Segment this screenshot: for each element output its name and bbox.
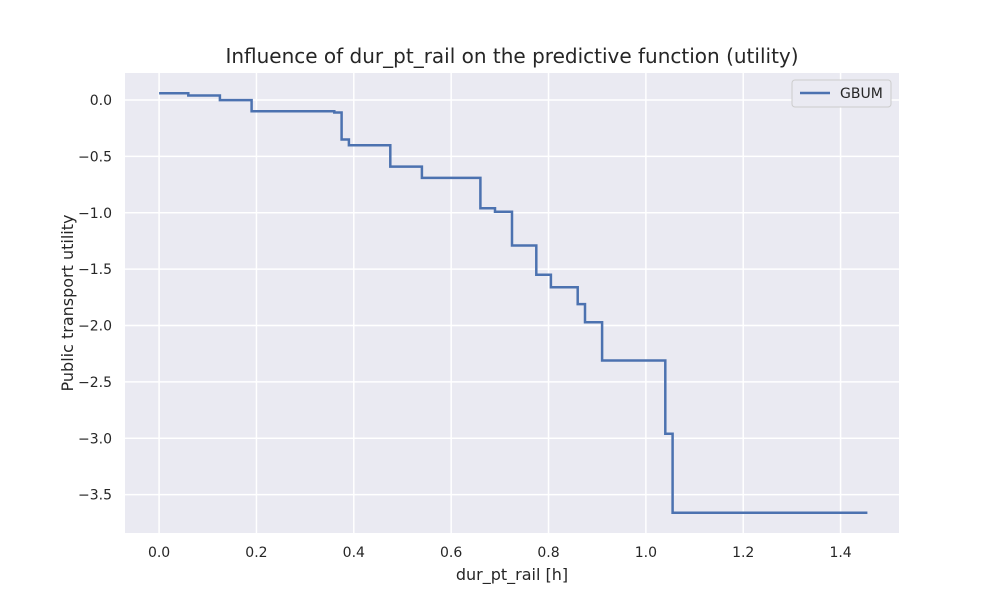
y-axis-label: Public transport utility xyxy=(58,215,77,392)
x-tick-labels: 0.0 0.2 0.4 0.6 0.8 1.0 1.2 1.4 xyxy=(148,545,852,561)
x-tick-label: 0.4 xyxy=(343,545,365,561)
legend-box xyxy=(791,79,892,108)
x-gridlines xyxy=(158,73,842,533)
x-tick-label: 1.2 xyxy=(732,545,754,561)
legend: GBUM xyxy=(791,79,892,108)
series-lines xyxy=(159,92,868,514)
y-tick-label: −3.5 xyxy=(78,488,112,504)
x-tick-label: 0.0 xyxy=(148,545,170,561)
x-tick-label: 1.0 xyxy=(635,545,657,561)
x-axis-label: dur_pt_rail [h] xyxy=(456,565,568,585)
legend-label-gbum: GBUM xyxy=(840,86,883,102)
chart-title: Influence of dur_pt_rail on the predicti… xyxy=(225,44,798,68)
series-line-gbum xyxy=(159,92,868,514)
y-tick-label: −0.5 xyxy=(78,149,112,165)
y-tick-labels: 0.0 −0.5 −1.0 −1.5 −2.0 −2.5 −3.0 −3.5 xyxy=(78,93,112,504)
x-tick-label: 0.2 xyxy=(245,545,267,561)
y-tick-label: −1.0 xyxy=(78,206,112,222)
y-tick-label: 0.0 xyxy=(90,93,112,109)
y-tick-label: −3.0 xyxy=(78,431,112,447)
y-gridlines xyxy=(125,99,899,496)
y-tick-label: −2.0 xyxy=(78,319,112,335)
x-tick-label: 1.4 xyxy=(829,545,851,561)
x-tick-label: 0.8 xyxy=(537,545,559,561)
plot-background xyxy=(125,73,899,533)
y-tick-label: −2.5 xyxy=(78,375,112,391)
y-tick-label: −1.5 xyxy=(78,262,112,278)
x-tick-label: 0.6 xyxy=(440,545,462,561)
